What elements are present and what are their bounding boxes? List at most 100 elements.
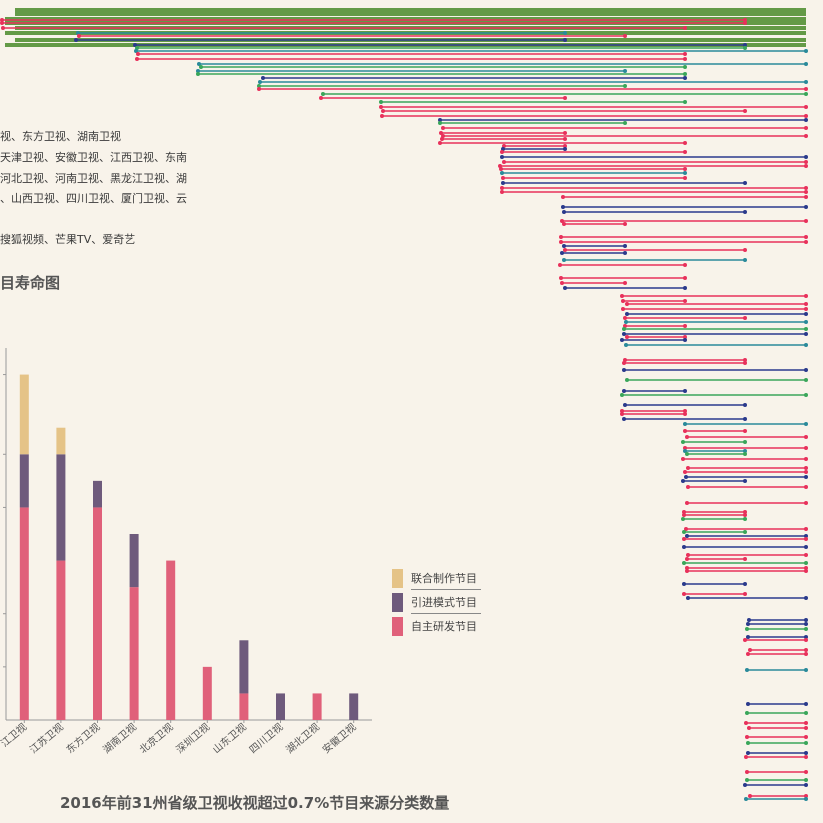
lifespan-end [804,393,808,397]
lifespan-start [563,248,567,252]
lifespan-end [683,286,687,290]
lifespan-end [804,118,808,122]
lifespan-end [804,741,808,745]
lifespan-end [683,409,687,413]
lifespan-start [624,320,628,324]
lifespan-end [743,361,747,365]
lifespan-end [683,57,687,61]
lifespan-end [683,52,687,56]
x-tick-label: 北京卫视 [137,720,176,756]
lifespan-end [743,316,747,320]
legend-swatch-joint [392,569,403,588]
lifespan-start [682,582,686,586]
lifespan-start [681,440,685,444]
lifespan-start [560,251,564,255]
lifespan-start [622,361,626,365]
lifespan-end [804,797,808,801]
lifespan-start [745,668,749,672]
lifespan-start [746,635,750,639]
lifespan-start [621,307,625,311]
lifespan-end [804,534,808,538]
lifespan-end [623,69,627,73]
lifespan-start [500,171,504,175]
lifespan-end [563,144,567,148]
bar-segment [19,507,29,720]
lifespan-end [683,141,687,145]
bar-segment [56,560,66,720]
lifespan-start [683,429,687,433]
lifespan-start [685,557,689,561]
lifespan-end [804,80,808,84]
lifespan-start [748,794,752,798]
lifespan-end [743,403,747,407]
lifespan-start [682,545,686,549]
lifespan-end [743,258,747,262]
lifespan-end [804,702,808,706]
lifespan-start [199,65,203,69]
lifespan-end [804,105,808,109]
lifespan-end [683,412,687,416]
x-tick-label: 安徽卫视 [320,720,359,756]
lifespan-start [561,195,565,199]
chart-title: 2016年前31州省级卫视收视超过0.7%节目来源分类数量 [60,794,450,812]
section-title: 目寿命图 [0,274,61,292]
bar-segment [276,693,285,720]
lifespan-start [500,186,504,190]
lifespan-start [501,181,505,185]
bar-segment [93,480,102,508]
lifespan-start [684,475,688,479]
lifespan-end [683,389,687,393]
lifespan-end [804,711,808,715]
bar-segment [19,454,29,508]
lifespan-start [560,219,564,223]
bar-segment [56,454,66,561]
bar-segment [56,427,66,455]
lifespan-start [745,735,749,739]
lifespan-end [804,545,808,549]
lifespan-start [135,57,139,61]
intro-line-1: 视、东方卫视、湖南卫视 [0,130,121,143]
legend-item-imported[interactable]: 引进模式节目 [392,592,487,616]
lifespan-end [804,622,808,626]
lifespan-start [381,109,385,113]
lifespan-start [682,510,686,514]
lifespan-bar [5,17,806,21]
lifespan-start [683,449,687,453]
lifespan-end [623,244,627,248]
lifespan-end [804,627,808,631]
x-tick-label: 江卫视 [0,720,29,749]
lifespan-start [682,592,686,596]
lifespan-start [683,422,687,426]
lifespan-start [562,222,566,226]
lifespan-end [804,566,808,570]
lifespan-end [804,378,808,382]
x-tick-label: 湖南卫视 [100,720,139,756]
lifespan-start [744,755,748,759]
legend-item-joint[interactable]: 联合制作节目 [392,568,487,592]
lifespan-start [686,553,690,557]
lifespan-end [804,235,808,239]
lifespan-end [623,121,627,125]
lifespan-end [804,435,808,439]
lifespan-end [804,368,808,372]
lifespan-start [622,389,626,393]
lifespan-start [746,751,750,755]
lifespan-start [685,566,689,570]
bar-segment [129,587,139,720]
lifespan-end [623,84,627,88]
lifespan-start [682,561,686,565]
lifespan-start [0,21,4,25]
lifespan-end [804,648,808,652]
x-tick-label: 深圳卫视 [173,720,212,756]
lifespan-end [743,109,747,113]
lifespan-start [319,96,323,100]
lifespan-end [683,335,687,339]
lifespan-start [500,155,504,159]
lifespan-end [804,240,808,244]
intro-line-2: 天津卫视、安徽卫视、江西卫视、东南 [0,151,187,164]
lifespan-end [743,452,747,456]
lifespan-end [804,726,808,730]
legend-item-self[interactable]: 自主研发节目 [392,616,487,640]
lifespan-end [804,205,808,209]
